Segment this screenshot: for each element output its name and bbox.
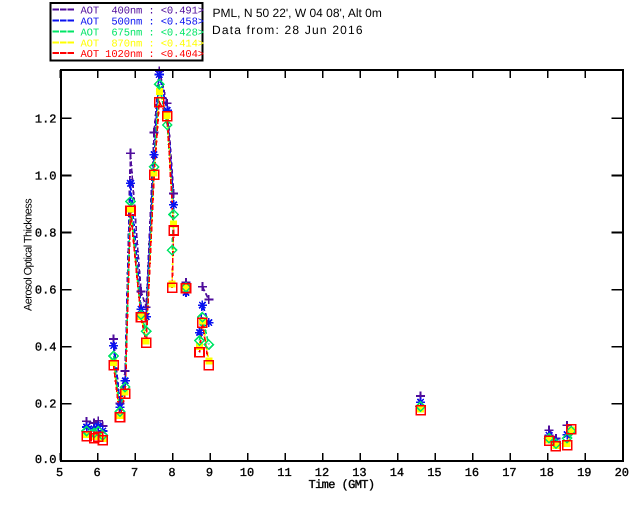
svg-text:9: 9 — [206, 466, 213, 480]
svg-text:PML, N 50 22', W 04 08', Alt 0: PML, N 50 22', W 04 08', Alt 0m — [213, 6, 382, 20]
svg-text:0.8: 0.8 — [35, 227, 57, 241]
svg-text:16: 16 — [465, 466, 479, 480]
svg-text:13: 13 — [352, 466, 366, 480]
svg-text:0.4: 0.4 — [35, 341, 57, 355]
svg-text:Aerosol Optical Thickness: Aerosol Optical Thickness — [23, 198, 35, 311]
svg-text:Data from: 28 Jun 2016: Data from: 28 Jun 2016 — [212, 23, 364, 37]
svg-text:18: 18 — [540, 466, 554, 480]
svg-text:19: 19 — [577, 466, 591, 480]
svg-text:10: 10 — [240, 466, 254, 480]
svg-text:1.0: 1.0 — [35, 169, 57, 183]
svg-text:12: 12 — [315, 466, 329, 480]
svg-text:17: 17 — [502, 466, 516, 480]
svg-text:AOT 400nm : <0.491>: AOT 400nm : <0.491> — [81, 6, 204, 18]
svg-text:0.6: 0.6 — [35, 284, 57, 298]
svg-text:Time (GMT): Time (GMT) — [308, 478, 374, 492]
svg-text:AOT 1020nm : <0.404>: AOT 1020nm : <0.404> — [81, 49, 204, 61]
svg-text:11: 11 — [277, 466, 291, 480]
svg-text:0.2: 0.2 — [35, 398, 57, 412]
svg-text:5: 5 — [56, 466, 63, 480]
svg-text:7: 7 — [131, 466, 138, 480]
svg-text:20: 20 — [615, 466, 629, 480]
svg-text:AOT 870nm : <0.414>: AOT 870nm : <0.414> — [81, 38, 204, 50]
svg-text:1.2: 1.2 — [35, 112, 57, 126]
svg-text:15: 15 — [427, 466, 441, 480]
svg-text:14: 14 — [390, 466, 404, 480]
svg-text:0.0: 0.0 — [35, 453, 57, 467]
svg-text:8: 8 — [168, 466, 175, 480]
svg-text:AOT 500nm : <0.458>: AOT 500nm : <0.458> — [81, 17, 204, 29]
svg-text:6: 6 — [93, 466, 100, 480]
svg-text:AOT 675nm : <0.428>: AOT 675nm : <0.428> — [81, 27, 204, 39]
